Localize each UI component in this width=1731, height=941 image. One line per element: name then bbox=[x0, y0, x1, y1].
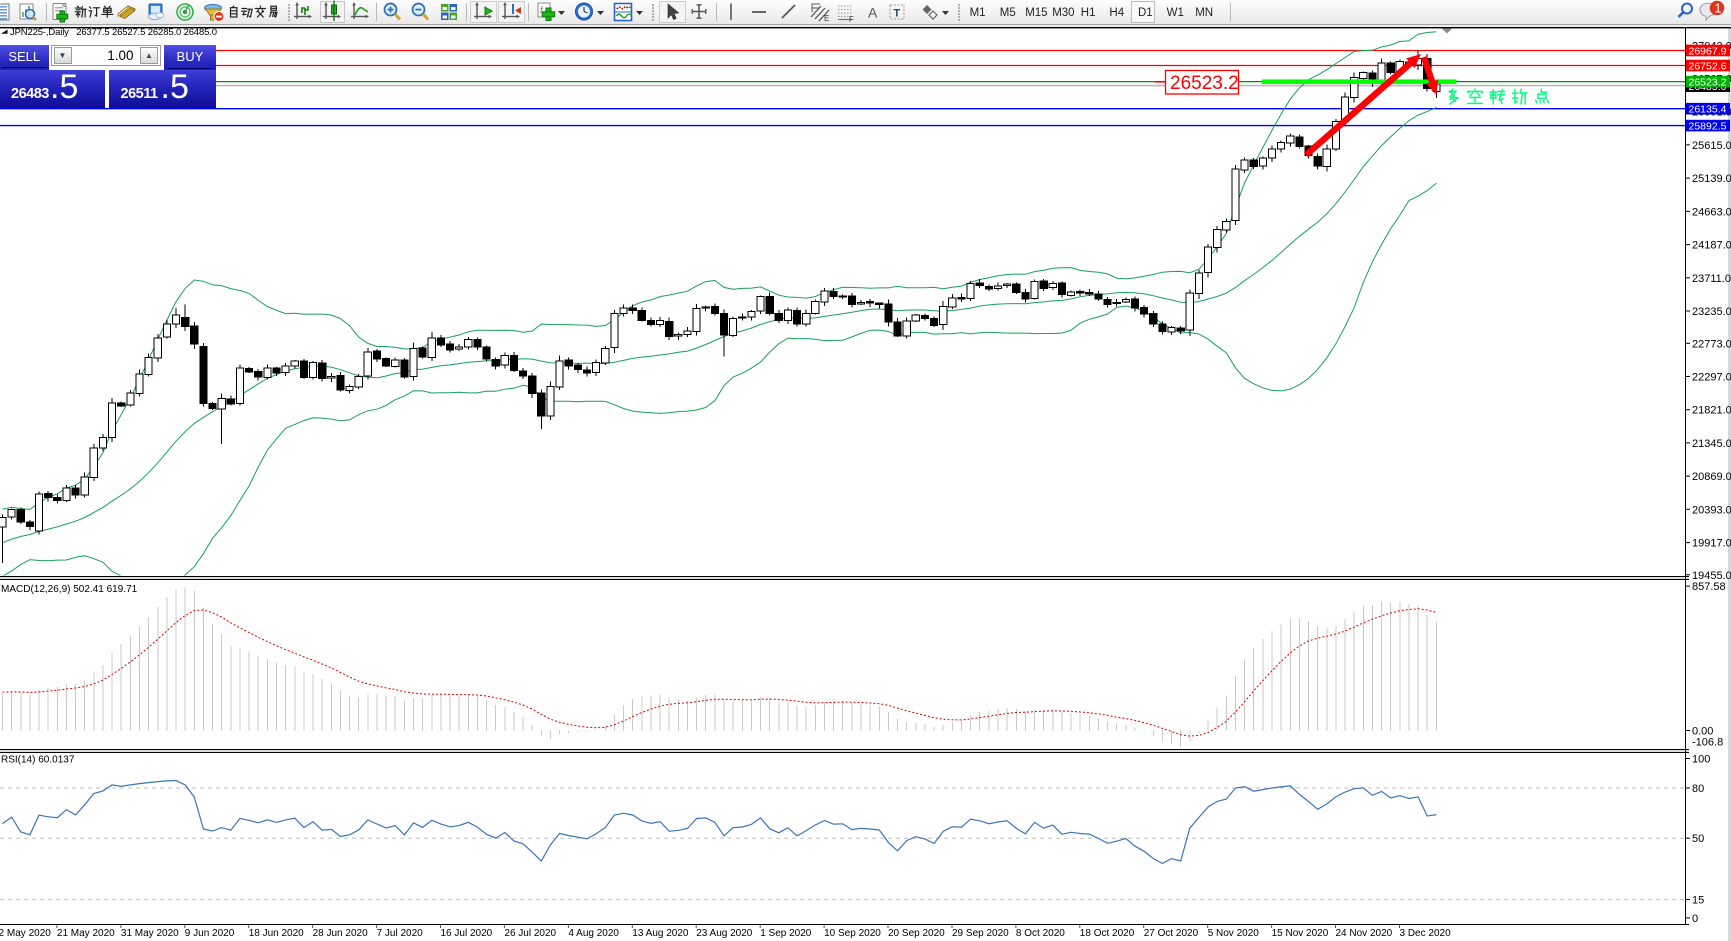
svg-text:JPN225-,Daily 26377.5 26527.: JPN225-,Daily 26377.5 26527.5 26285.0 26… bbox=[10, 27, 217, 38]
svg-text:MACD(12,26,9) 502.41 619.71: MACD(12,26,9) 502.41 619.71 bbox=[1, 584, 138, 595]
svg-text:20 Sep 2020: 20 Sep 2020 bbox=[888, 928, 945, 939]
svg-text:21 May 2020: 21 May 2020 bbox=[57, 928, 115, 939]
svg-text:26967.9: 26967.9 bbox=[1689, 45, 1727, 57]
svg-text:24 Nov 2020: 24 Nov 2020 bbox=[1336, 928, 1393, 939]
svg-text:22297.0: 22297.0 bbox=[1692, 372, 1731, 384]
svg-text:H4: H4 bbox=[1109, 7, 1124, 19]
svg-text:4 Aug 2020: 4 Aug 2020 bbox=[568, 928, 619, 939]
svg-text:25892.5: 25892.5 bbox=[1689, 120, 1727, 132]
svg-text:100: 100 bbox=[1692, 754, 1710, 766]
svg-text:21345.0: 21345.0 bbox=[1692, 438, 1731, 450]
svg-text:12 May 2020: 12 May 2020 bbox=[0, 928, 51, 939]
svg-text:26523.2: 26523.2 bbox=[1170, 73, 1239, 94]
svg-text:20869.0: 20869.0 bbox=[1692, 471, 1731, 483]
svg-text:M30: M30 bbox=[1052, 7, 1074, 19]
svg-text:RSI(14) 60.0137: RSI(14) 60.0137 bbox=[1, 755, 75, 766]
svg-text:80: 80 bbox=[1692, 783, 1704, 795]
svg-text:26523.2: 26523.2 bbox=[1689, 76, 1727, 88]
svg-text:10 Sep 2020: 10 Sep 2020 bbox=[824, 928, 881, 939]
svg-text:9 Jun 2020: 9 Jun 2020 bbox=[185, 928, 235, 939]
svg-text:H1: H1 bbox=[1081, 7, 1096, 19]
svg-text:A: A bbox=[868, 5, 878, 21]
svg-text:26752.6: 26752.6 bbox=[1689, 60, 1727, 72]
svg-text:M1: M1 bbox=[970, 7, 986, 19]
svg-text:3 Dec 2020: 3 Dec 2020 bbox=[1400, 928, 1452, 939]
svg-text:1: 1 bbox=[1715, 2, 1722, 16]
svg-text:M15: M15 bbox=[1025, 7, 1047, 19]
svg-text:15: 15 bbox=[1692, 895, 1704, 907]
svg-text:25615.0: 25615.0 bbox=[1692, 140, 1731, 152]
svg-text:27 Oct 2020: 27 Oct 2020 bbox=[1144, 928, 1199, 939]
svg-text:13 Aug 2020: 13 Aug 2020 bbox=[632, 928, 689, 939]
svg-text:26135.4: 26135.4 bbox=[1689, 104, 1727, 116]
svg-text:24187.0: 24187.0 bbox=[1692, 240, 1731, 252]
svg-text:23235.0: 23235.0 bbox=[1692, 306, 1731, 318]
svg-text:-106.8: -106.8 bbox=[1692, 737, 1723, 749]
svg-text:0.00: 0.00 bbox=[1692, 726, 1713, 738]
svg-text:28 Jun 2020: 28 Jun 2020 bbox=[313, 928, 368, 939]
svg-text:21821.0: 21821.0 bbox=[1692, 405, 1731, 417]
svg-text:857.58: 857.58 bbox=[1692, 581, 1726, 593]
svg-text:T: T bbox=[894, 8, 901, 20]
svg-text:F: F bbox=[849, 15, 854, 24]
svg-text:22773.0: 22773.0 bbox=[1692, 338, 1731, 350]
svg-text:23711.0: 23711.0 bbox=[1692, 273, 1731, 285]
svg-text:f: f bbox=[540, 5, 544, 15]
svg-text:16 Jul 2020: 16 Jul 2020 bbox=[441, 928, 493, 939]
svg-text:19917.0: 19917.0 bbox=[1692, 538, 1731, 550]
svg-text:19455.0: 19455.0 bbox=[1692, 570, 1731, 582]
svg-text:8 Oct 2020: 8 Oct 2020 bbox=[1016, 928, 1065, 939]
svg-text:W1: W1 bbox=[1167, 7, 1184, 19]
svg-text:7 Jul 2020: 7 Jul 2020 bbox=[377, 928, 424, 939]
svg-text:15 Nov 2020: 15 Nov 2020 bbox=[1272, 928, 1329, 939]
svg-text:18 Jun 2020: 18 Jun 2020 bbox=[249, 928, 304, 939]
svg-text:MN: MN bbox=[1195, 7, 1213, 19]
svg-text:D1: D1 bbox=[1138, 7, 1153, 19]
svg-text:29 Sep 2020: 29 Sep 2020 bbox=[952, 928, 1009, 939]
svg-text:50: 50 bbox=[1692, 833, 1704, 845]
svg-text:1 Sep 2020: 1 Sep 2020 bbox=[760, 928, 812, 939]
svg-text:24663.0: 24663.0 bbox=[1692, 206, 1731, 218]
svg-text:0: 0 bbox=[1692, 913, 1698, 925]
svg-text:5 Nov 2020: 5 Nov 2020 bbox=[1208, 928, 1260, 939]
svg-text:20393.0: 20393.0 bbox=[1692, 504, 1731, 516]
svg-text:31 May 2020: 31 May 2020 bbox=[121, 928, 179, 939]
svg-text:26 Jul 2020: 26 Jul 2020 bbox=[504, 928, 556, 939]
svg-text:M5: M5 bbox=[1000, 7, 1016, 19]
svg-text:25139.0: 25139.0 bbox=[1692, 173, 1731, 185]
svg-text:18 Oct 2020: 18 Oct 2020 bbox=[1080, 928, 1135, 939]
svg-text:23 Aug 2020: 23 Aug 2020 bbox=[696, 928, 753, 939]
svg-text:E: E bbox=[824, 14, 829, 23]
